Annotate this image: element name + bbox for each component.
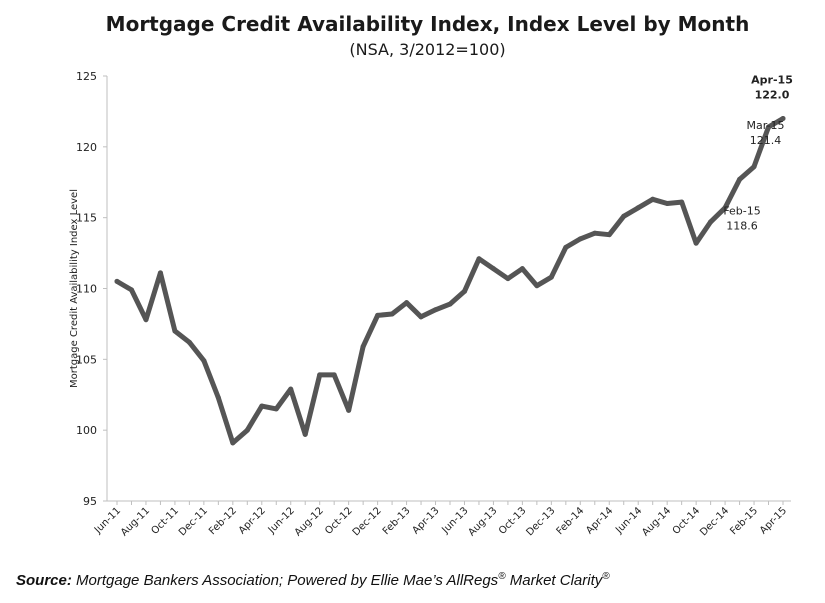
data-point [519,266,525,272]
x-tick-label: Oct-11 [149,505,181,537]
line-chart: 95 100 105 110 115 120 125 Mortgage Credit Avai… [69,70,793,538]
series-line [114,116,786,446]
registered-mark-1: ® [498,571,506,582]
x-tick-label: Jun-12 [266,505,297,536]
data-label-month: Feb-15 [723,205,760,218]
x-tick-label: Dec-13 [524,505,557,538]
source-note: Source: Mortgage Bankers Association; Po… [16,571,610,589]
x-tick-label: Aug-13 [466,505,499,538]
x-tick-label: Dec-14 [698,505,731,538]
x-tick-label: Apr-14 [584,505,615,536]
x-tick-label: Oct-12 [323,505,355,537]
x-tick-label: Oct-13 [497,505,529,537]
data-point [128,287,134,293]
x-tick-label: Apr-12 [237,505,268,536]
x-tick-label: Feb-14 [555,505,587,537]
data-label-month: Apr-15 [751,74,793,87]
y-axis-label: Mortgage Credit Availability Index Level [69,189,80,388]
data-point [563,244,569,250]
source-text: Mortgage Bankers Association; Powered by… [76,572,499,589]
data-point [186,339,192,345]
data-point [302,431,308,437]
data-point [433,307,439,313]
data-point [679,199,685,205]
data-point [664,201,670,206]
data-point [780,116,786,121]
x-tick-label: Oct-14 [671,505,703,537]
data-point [418,314,424,320]
chart-title: Mortgage Credit Availability Index, Inde… [105,12,750,36]
x-tick-label: Aug-11 [119,505,152,538]
x-tick-label: Dec-11 [177,505,210,538]
data-label-value: 121.4 [750,134,782,147]
data-point [360,344,366,350]
y-tick-label: 100 [76,424,97,437]
data-point [244,427,250,433]
data-point [447,301,453,307]
data-point [505,276,511,282]
data-point [737,176,743,182]
data-point [708,219,714,225]
data-point [650,196,656,202]
data-point [693,240,699,246]
data-point [722,205,728,211]
data-point [534,283,540,289]
data-point [273,406,279,412]
source-text-tail: Market Clarity [505,572,603,589]
x-tick-label: Feb-15 [728,505,760,537]
data-point [346,407,352,413]
data-label-value: 118.6 [726,220,758,233]
data-point [635,205,641,211]
data-point [317,372,323,378]
data-point [331,372,337,378]
registered-mark-2: ® [602,571,610,582]
data-point [143,317,149,323]
y-tick-label: 120 [76,141,97,154]
data-point [577,236,583,242]
data-point [389,311,395,317]
x-tick-label: Apr-15 [758,505,789,536]
chart-subtitle: (NSA, 3/2012=100) [349,40,506,59]
x-tick-label: Feb-13 [381,505,413,537]
data-point [288,386,294,392]
data-point [476,256,482,262]
data-point [230,440,236,446]
data-point [621,213,627,219]
y-tick-label: 125 [76,70,97,83]
y-tick-label: 95 [83,495,97,508]
data-point [375,312,381,318]
data-point [548,274,554,280]
data-point [259,403,265,409]
x-tick-label: Apr-13 [411,505,442,536]
x-tick-label: Jun-14 [613,505,644,536]
data-point [766,124,772,130]
x-tick-label: Aug-12 [293,505,326,538]
source-label: Source: [16,572,72,589]
data-label-month: Mar-15 [747,119,785,132]
y-tick-label: 105 [76,353,97,366]
y-tick-label: 115 [76,212,97,225]
x-tick-label: Feb-12 [207,505,239,537]
data-point [751,164,757,170]
data-point [215,395,221,401]
data-point [490,266,496,272]
data-point [157,270,163,276]
data-point [172,328,178,334]
data-point [592,230,598,236]
x-tick-label: Jun-11 [92,505,123,536]
data-point [606,232,612,238]
x-tick-label: Dec-12 [351,505,384,538]
data-label-value: 122.0 [755,89,790,102]
x-tick-label: Aug-14 [640,505,673,538]
data-point [201,358,207,364]
data-point [114,278,120,284]
y-tick-label: 110 [76,283,97,296]
data-point [404,300,410,306]
x-tick-label: Jun-13 [440,505,471,536]
data-point [461,288,467,294]
